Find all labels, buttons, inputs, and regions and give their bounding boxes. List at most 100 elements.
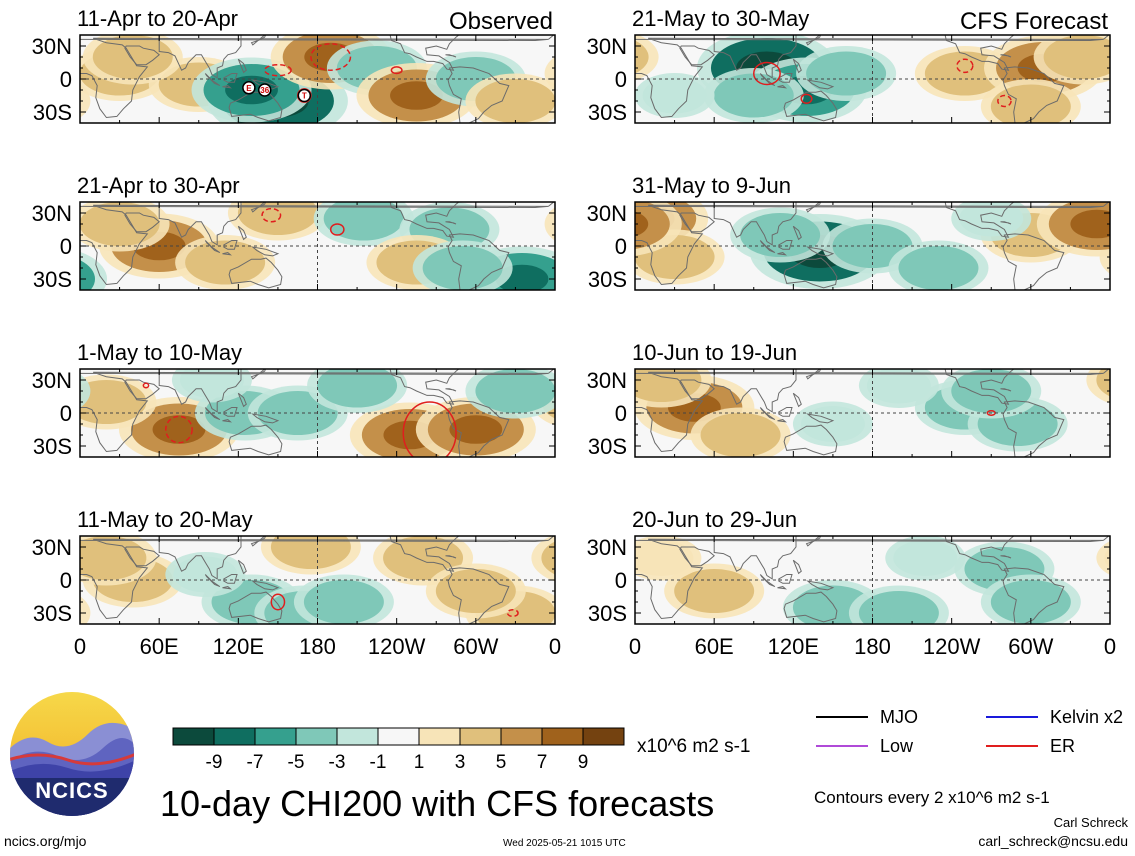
anomaly-blob	[713, 73, 794, 118]
er-contour	[142, 382, 150, 389]
panel-period-title: 20-Jun to 29-Jun	[632, 507, 797, 532]
colorbar-swatch	[172, 727, 215, 746]
map-panel: 30N 0 30S 21-May to 30-May CFS Forecast	[587, 6, 1111, 125]
colorbar-swatch	[582, 727, 625, 746]
er-contour	[261, 207, 282, 223]
coastline	[204, 407, 221, 421]
coastline	[805, 369, 822, 380]
lat-tick-label: 30N	[32, 34, 72, 59]
coastline	[124, 212, 160, 233]
anomaly-blob	[806, 51, 887, 96]
anomaly-halo	[80, 374, 91, 408]
coastline	[778, 240, 793, 250]
coastline	[250, 369, 267, 380]
lat-tick-label: 30S	[33, 601, 72, 626]
coastline	[806, 79, 835, 90]
anomaly-blob	[1109, 253, 1110, 261]
lat-tick-label: 30S	[588, 601, 627, 626]
lat-tick-label: 0	[60, 67, 72, 92]
er-contour	[270, 593, 286, 611]
anomaly-blob	[959, 202, 1024, 237]
coastline	[1000, 221, 1012, 225]
anomaly-blob	[642, 77, 707, 114]
coastline	[1000, 555, 1012, 559]
er-contour	[506, 608, 519, 618]
coastline	[445, 388, 457, 392]
lat-tick-label: 30N	[32, 368, 72, 393]
er-contour	[263, 63, 292, 77]
coastline	[250, 35, 267, 46]
anomaly-core	[1070, 209, 1110, 239]
coastline	[204, 574, 221, 588]
coastline	[222, 586, 233, 590]
lon-tick-label: 0	[549, 634, 561, 659]
contour-legend: MJO Kelvin x2 Low ER	[816, 707, 1123, 756]
lon-tick-label: 0	[1104, 634, 1116, 659]
coastline	[713, 35, 797, 79]
coastline	[158, 536, 242, 580]
lon-tick-label: 60E	[140, 634, 179, 659]
anomaly-blob	[475, 79, 555, 123]
er-contour	[753, 61, 781, 86]
panel-period-title: 31-May to 9-Jun	[632, 173, 791, 198]
storm-marker	[242, 81, 256, 95]
colorbar-label: -9	[206, 752, 223, 773]
lat-tick-label: 0	[60, 401, 72, 426]
er-contour	[800, 93, 813, 104]
anomaly-blob	[383, 536, 464, 580]
panel-period-title: 11-Apr to 20-Apr	[77, 6, 238, 31]
anomaly-halo	[544, 207, 555, 241]
coastline	[251, 246, 280, 257]
coastline	[223, 240, 238, 250]
anomaly-blob	[990, 580, 1071, 624]
coastline	[80, 37, 549, 119]
panel-period-title: 21-Apr to 30-Apr	[77, 173, 240, 198]
coastline	[80, 538, 549, 620]
coastline	[944, 202, 1015, 238]
coastline	[445, 555, 457, 559]
coastline	[679, 379, 715, 400]
coastline	[158, 369, 242, 413]
anomaly-blob	[924, 51, 1005, 96]
coastline	[80, 371, 549, 453]
coastline	[251, 580, 280, 591]
coastline	[389, 202, 460, 238]
coastline	[777, 586, 788, 590]
coastline	[1002, 66, 1065, 123]
anomaly-blob	[179, 369, 244, 398]
anomaly-blob	[317, 369, 398, 408]
coastline	[251, 413, 280, 424]
storm-marker	[257, 83, 272, 97]
lat-tick-label: 30N	[32, 201, 72, 226]
lat-tick-label: 30S	[33, 100, 72, 125]
storm-marker-label: 36	[260, 86, 269, 95]
coastline	[548, 536, 555, 541]
coastline	[679, 546, 715, 567]
coastline	[679, 212, 715, 233]
email-link[interactable]: carl_schreck@ncsu.edu	[978, 833, 1128, 849]
coastline	[1002, 400, 1065, 457]
coastline	[792, 58, 802, 74]
map-panel: 30N 0 30S 21-Apr to 30-Apr	[32, 173, 556, 292]
coastline	[713, 536, 797, 580]
coastline	[124, 45, 160, 66]
coastline	[759, 240, 776, 254]
legend-label: Low	[880, 736, 914, 756]
lat-tick-label: 0	[615, 568, 627, 593]
coastline	[777, 419, 788, 423]
coastline	[124, 379, 160, 400]
colorbar-units: x10^6 m2 s-1	[637, 736, 750, 757]
coastline	[783, 90, 838, 122]
lat-tick-label: 30S	[33, 434, 72, 459]
coastline	[635, 37, 1104, 119]
url-link[interactable]: ncics.org/mjo	[4, 833, 87, 849]
colorbar-label: 3	[455, 752, 466, 773]
lat-tick-label: 30S	[588, 434, 627, 459]
anomaly-blob	[323, 202, 404, 241]
colorbar-label: 1	[414, 752, 425, 773]
coastline	[445, 221, 457, 225]
coastline	[713, 369, 797, 413]
coastline	[237, 559, 247, 575]
panel-period-title: 21-May to 30-May	[632, 6, 809, 31]
lat-tick-label: 30S	[33, 267, 72, 292]
